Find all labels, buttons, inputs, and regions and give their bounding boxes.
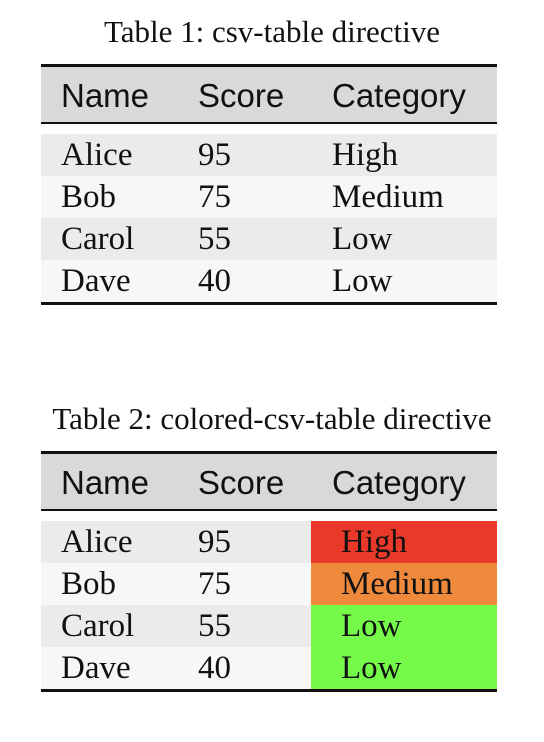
cell-category: Low (332, 221, 393, 257)
table-body: Alice 95 High Bob 75 Medium Carol 55 Low… (41, 511, 497, 692)
cell-name: Alice (61, 137, 133, 173)
cell-category: Low (332, 263, 393, 299)
cell-score: 75 (198, 179, 231, 215)
colored-csv-table: Name Score Category Alice 95 High Bob 75… (41, 451, 497, 692)
cell-name: Carol (61, 608, 135, 644)
category-color-cell: Low (311, 605, 497, 647)
header-score: Score (198, 77, 285, 114)
cell-score: 40 (198, 263, 231, 299)
header-name: Name (61, 464, 150, 501)
table-2-caption: Table 2: colored-csv-table directive (52, 401, 492, 436)
table-header: Name Score Category (41, 64, 497, 124)
header-category: Category (332, 77, 466, 114)
table-row: Carol 55 Low (41, 218, 497, 260)
cell-score: 55 (198, 221, 231, 257)
category-color-cell: Medium (311, 563, 497, 605)
cell-score: 55 (198, 608, 231, 644)
table-row: Dave 40 Low (41, 260, 497, 302)
csv-table: Name Score Category Alice 95 High Bob 75… (41, 64, 497, 305)
table-body: Alice 95 High Bob 75 Medium Carol 55 Low… (41, 124, 497, 305)
table-row: Alice 95 High (41, 134, 497, 176)
cell-name: Bob (61, 566, 117, 602)
header-score: Score (198, 464, 285, 501)
cell-name: Dave (61, 263, 131, 299)
table-1-caption: Table 1: csv-table directive (103, 14, 441, 49)
category-color-cell: High (311, 521, 497, 563)
cell-category: Medium (332, 179, 444, 215)
cell-score: 95 (198, 524, 231, 560)
cell-name: Alice (61, 524, 133, 560)
cell-score: 95 (198, 137, 231, 173)
table-row: Bob 75 Medium (41, 176, 497, 218)
table-header: Name Score Category (41, 451, 497, 511)
table-row: Bob 75 Medium (41, 563, 497, 605)
cell-score: 75 (198, 566, 231, 602)
cell-name: Bob (61, 179, 117, 215)
table-row: Carol 55 Low (41, 605, 497, 647)
cell-score: 40 (198, 650, 231, 686)
cell-category: Medium (341, 566, 453, 602)
cell-name: Carol (61, 221, 135, 257)
cell-category: High (341, 524, 407, 560)
cell-category: Low (341, 608, 402, 644)
header-name: Name (61, 77, 150, 114)
cell-category: High (332, 137, 398, 173)
cell-name: Dave (61, 650, 131, 686)
table-row: Dave 40 Low (41, 647, 497, 689)
header-category: Category (332, 464, 466, 501)
table-row: Alice 95 High (41, 521, 497, 563)
category-color-cell: Low (311, 647, 497, 689)
cell-category: Low (341, 650, 402, 686)
